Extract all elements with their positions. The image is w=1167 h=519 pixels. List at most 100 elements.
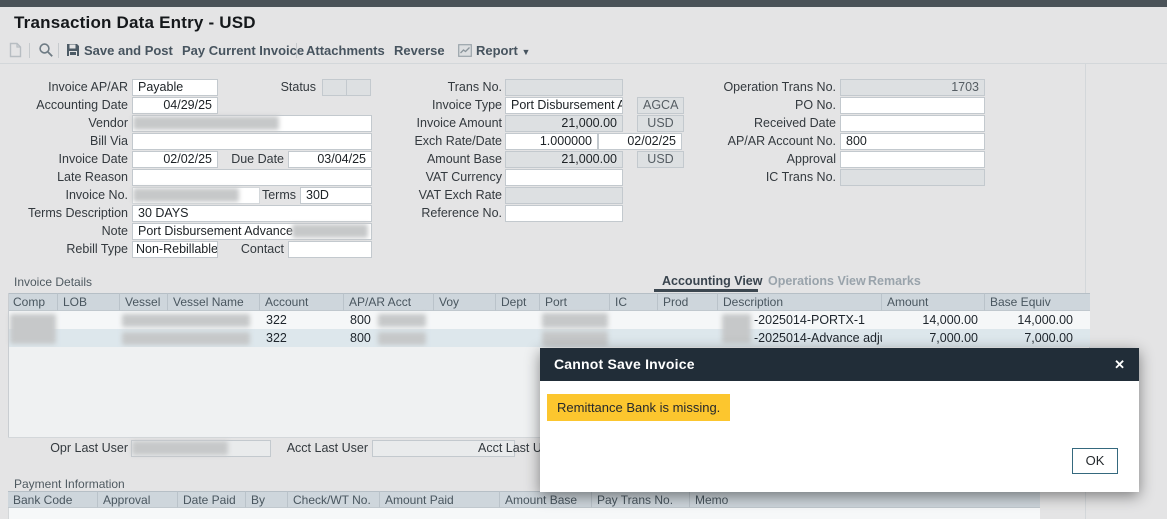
apar-account-no-field[interactable]: 800 (840, 133, 985, 150)
column-header-pay-trans-no[interactable]: Pay Trans No. (592, 491, 690, 508)
cell-apar-acct: 800 (350, 331, 371, 345)
column-header-comp[interactable]: Comp (8, 293, 58, 311)
search-icon[interactable] (38, 42, 54, 63)
cell-account: 322 (266, 331, 287, 345)
column-header-bank-code[interactable]: Bank Code (8, 491, 98, 508)
invoice-amount-field: 21,000.00 (505, 115, 623, 132)
column-header-amount[interactable]: Amount (882, 293, 985, 311)
accounting-date-field[interactable]: 04/29/25 (132, 97, 218, 114)
due-date-field[interactable]: 03/04/25 (288, 151, 372, 168)
column-header-account[interactable]: Account (260, 293, 344, 311)
approval-label: Approval (786, 152, 836, 166)
invoice-date-label: Invoice Date (58, 152, 128, 166)
opr-last-user-label: Opr Last User (50, 441, 128, 455)
exch-rate-date-field[interactable]: 02/02/25 (598, 133, 682, 150)
new-document-icon[interactable] (9, 42, 22, 63)
column-header-amount-paid[interactable]: Amount Paid (380, 491, 500, 508)
due-date-label: Due Date (231, 152, 284, 166)
vessel-redacted-value (122, 332, 250, 345)
invoice-date-field[interactable]: 02/02/25 (132, 151, 218, 168)
cell-base-equiv: 14,000.00 (1017, 313, 1073, 327)
column-header-memo[interactable]: Memo (690, 491, 1040, 508)
contact-label: Contact (240, 242, 284, 256)
terms-description-field[interactable]: 30 DAYS (132, 205, 372, 222)
description-prefix-redacted-value (722, 314, 751, 343)
column-header-prod[interactable]: Prod (658, 293, 718, 311)
column-header-vessel[interactable]: Vessel (120, 293, 168, 311)
voy-redacted-value (378, 332, 426, 345)
content-right-divider (1085, 64, 1086, 519)
column-header-ic[interactable]: IC (610, 293, 658, 311)
column-header-port[interactable]: Port (540, 293, 610, 311)
report-button[interactable]: Report ▼ (476, 42, 530, 59)
attachments-button[interactable]: Attachments (306, 43, 385, 58)
note-label: Note (101, 224, 128, 238)
terms-label: Terms (261, 188, 296, 202)
late-reason-label: Late Reason (57, 170, 128, 184)
ok-button[interactable]: OK (1072, 448, 1118, 474)
terms-field[interactable]: 30D (300, 187, 372, 204)
column-header-base-equiv[interactable]: Base Equiv (985, 293, 1090, 311)
cell-account: 322 (266, 313, 287, 327)
received-date-field[interactable] (840, 115, 985, 132)
column-header-apar-acct[interactable]: AP/AR Acct (344, 293, 434, 311)
cannot-save-invoice-dialog: Cannot Save Invoice ✕ Remittance Bank is… (540, 348, 1139, 492)
active-tab-underline (654, 289, 758, 292)
invoice-type-label: Invoice Type (432, 98, 502, 112)
dialog-header (540, 348, 1139, 381)
payment-information-section-label: Payment Information (14, 477, 125, 491)
column-header-approval[interactable]: Approval (98, 491, 178, 508)
exch-rate-date-label: Exch Rate/Date (414, 134, 502, 148)
status-field-1 (322, 79, 347, 96)
contact-field[interactable] (288, 241, 372, 258)
column-header-amount-base[interactable]: Amount Base (500, 491, 592, 508)
close-icon[interactable]: ✕ (1114, 357, 1125, 372)
invoice-apar-field[interactable]: Payable (132, 79, 218, 96)
opr-last-user-redacted-value (132, 441, 228, 455)
rebill-type-label: Rebill Type (66, 242, 128, 256)
received-date-label: Received Date (754, 116, 836, 130)
exch-rate-field[interactable]: 1.000000 (505, 133, 598, 150)
tab-remarks[interactable]: Remarks (868, 274, 921, 288)
approval-field[interactable] (840, 151, 985, 168)
late-reason-field[interactable] (132, 169, 372, 186)
column-header-date-paid[interactable]: Date Paid (178, 491, 246, 508)
invoice-details-header-row: Comp LOB Vessel Vessel Name Account AP/A… (8, 293, 1090, 311)
port-redacted-value (542, 331, 608, 346)
invoice-currency-field: USD (637, 115, 684, 132)
invoice-type-field[interactable]: Port Disbursement Adva (505, 97, 623, 114)
cell-description: -2025014-PORTX-1 (754, 313, 865, 327)
reference-no-field[interactable] (505, 205, 623, 222)
reverse-button[interactable]: Reverse (394, 43, 445, 58)
invoice-details-left-border (8, 293, 9, 437)
pay-current-invoice-button[interactable]: Pay Current Invoice (182, 43, 305, 58)
acct-last-user-label: Acct Last User (286, 441, 368, 455)
column-header-description[interactable]: Description (718, 293, 882, 311)
operation-trans-no-field: 1703 (840, 79, 985, 96)
column-header-dept[interactable]: Dept (496, 293, 540, 311)
report-chart-icon (458, 44, 472, 62)
bill-via-field[interactable] (132, 133, 372, 150)
toolbar-separator (58, 43, 59, 58)
tab-operations-view[interactable]: Operations View (768, 274, 866, 288)
tab-accounting-view[interactable]: Accounting View (662, 274, 763, 288)
bill-via-label: Bill Via (90, 134, 128, 148)
column-header-vessel-name[interactable]: Vessel Name (168, 293, 260, 311)
po-no-field[interactable] (840, 97, 985, 114)
comp-redacted-value (10, 314, 56, 344)
column-header-by[interactable]: By (246, 491, 288, 508)
rebill-type-field[interactable]: Non-Rebillable (132, 241, 218, 258)
vat-currency-field[interactable] (505, 169, 623, 186)
reference-no-label: Reference No. (421, 206, 502, 220)
column-header-check-wt-no[interactable]: Check/WT No. (288, 491, 380, 508)
column-header-voy[interactable]: Voy (434, 293, 496, 311)
vendor-redacted-value (133, 116, 279, 130)
column-header-lob[interactable]: LOB (58, 293, 120, 311)
invoice-type-code-field: AGCA (637, 97, 684, 114)
save-and-post-button[interactable]: Save and Post (84, 43, 173, 58)
window-top-bar (0, 0, 1167, 7)
trans-no-label: Trans No. (447, 80, 502, 94)
amount-base-label: Amount Base (426, 152, 502, 166)
vat-exch-rate-field (505, 187, 623, 204)
